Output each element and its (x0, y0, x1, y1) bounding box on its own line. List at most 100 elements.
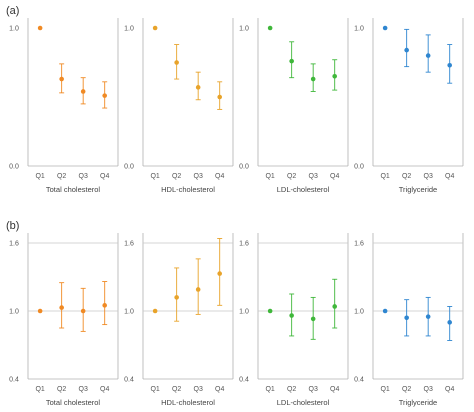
panel-a-1: 0.0 1.0 Q1 Q2 Q3 Q4 Total cholesterol (9, 18, 119, 194)
data-point (425, 314, 431, 319)
data-point (80, 89, 86, 94)
y-tick-label: 1.6 (9, 241, 19, 248)
y-tick-label: 1.0 (239, 26, 249, 33)
x-axis-title: Total cholesterol (46, 398, 101, 407)
y-tick-label: 1.0 (354, 309, 364, 316)
x-tick-label: Q2 (287, 386, 296, 393)
data-point (382, 308, 388, 314)
data-point (289, 313, 294, 318)
x-tick-label: Q4 (215, 386, 224, 393)
data-point (404, 47, 409, 53)
y-tick-label: 1.6 (124, 241, 134, 248)
y-tick-label: 0.4 (124, 377, 134, 384)
x-tick-label: Q3 (424, 173, 433, 180)
data-point (195, 287, 201, 292)
data-point (267, 308, 273, 314)
x-tick-label: Q1 (35, 386, 44, 393)
data-point (447, 320, 452, 325)
x-tick-label: Q1 (35, 173, 44, 180)
data-point (310, 76, 316, 82)
panel-b-4: 0.4 1.0 1.6 Q1 Q2 Q3 Q4 Triglyceride (354, 233, 464, 407)
data-point (80, 308, 86, 314)
data-point (102, 303, 107, 308)
data-point (425, 53, 431, 58)
data-point (37, 308, 43, 314)
x-tick-label: Q3 (79, 173, 88, 180)
y-tick-label: 0.0 (9, 164, 19, 171)
panel-b-1: 0.4 1.0 1.6 Q1 Q2 Q3 Q4 Total cholesterol (9, 233, 119, 407)
y-tick-label: 0.4 (239, 377, 249, 384)
data-point (152, 308, 158, 314)
x-tick-label: Q2 (402, 173, 411, 180)
y-tick-label: 0.4 (9, 377, 19, 384)
data-point (59, 305, 64, 310)
x-tick-label: Q3 (79, 386, 88, 393)
data-point (289, 58, 294, 64)
x-tick-label: Q3 (309, 386, 318, 393)
data-point (174, 60, 179, 65)
data-point (217, 94, 222, 100)
x-axis-title: HDL-cholesterol (161, 398, 215, 407)
x-tick-label: Q4 (445, 386, 454, 393)
x-axis-title: LDL-cholesterol (277, 185, 330, 194)
x-tick-label: Q1 (150, 173, 159, 180)
x-tick-label: Q2 (287, 173, 296, 180)
y-tick-label: 0.0 (239, 164, 249, 171)
panel-a-4: 0.0 1.0 Q1 Q2 Q3 Q4 Triglyceride (354, 18, 464, 194)
data-point (37, 25, 43, 31)
x-axis-title: Total cholesterol (46, 185, 101, 194)
x-tick-label: Q2 (402, 386, 411, 393)
x-tick-label: Q4 (215, 173, 224, 180)
x-tick-label: Q1 (265, 173, 274, 180)
x-axis-title: Triglyceride (399, 398, 437, 407)
x-axis-title: HDL-cholesterol (161, 185, 215, 194)
y-tick-label: 1.0 (239, 309, 249, 316)
x-tick-label: Q1 (380, 386, 389, 393)
y-tick-label: 0.0 (354, 164, 364, 171)
x-tick-label: Q2 (172, 386, 181, 393)
data-point (217, 271, 222, 276)
plot-panels: 0.0 1.0 Q1 Q2 Q3 Q4 Total cholesterol 0.0 1.0 Q1 Q… (9, 18, 464, 407)
x-tick-label: Q1 (265, 386, 274, 393)
x-tick-label: Q2 (57, 386, 66, 393)
y-tick-label: 1.0 (354, 26, 364, 33)
y-tick-label: 1.0 (124, 309, 134, 316)
x-tick-label: Q2 (57, 173, 66, 180)
data-point (267, 25, 273, 31)
x-tick-label: Q2 (172, 173, 181, 180)
y-tick-label: 1.0 (9, 26, 19, 33)
row-label-b: (b) (6, 220, 19, 232)
x-tick-label: Q3 (309, 173, 318, 180)
x-tick-label: Q3 (194, 173, 203, 180)
x-tick-label: Q4 (100, 173, 109, 180)
data-point (332, 74, 337, 79)
x-axis-title: Triglyceride (399, 185, 437, 194)
y-tick-label: 1.6 (239, 241, 249, 248)
y-tick-label: 0.0 (124, 164, 134, 171)
row-label-a: (a) (6, 5, 19, 17)
data-point (59, 76, 64, 82)
y-tick-label: 1.0 (124, 26, 134, 33)
data-point (447, 62, 452, 68)
y-tick-label: 1.0 (9, 309, 19, 316)
data-point (404, 315, 409, 321)
y-tick-label: 1.6 (354, 241, 364, 248)
data-point (310, 316, 316, 322)
data-point (195, 85, 201, 90)
data-point (102, 93, 107, 98)
x-tick-label: Q3 (194, 386, 203, 393)
data-point (152, 25, 158, 31)
x-tick-label: Q3 (424, 386, 433, 393)
data-point (332, 304, 337, 309)
x-tick-label: Q4 (445, 173, 454, 180)
data-point (174, 295, 179, 300)
x-axis-title: LDL-cholesterol (277, 398, 330, 407)
x-tick-label: Q1 (380, 173, 389, 180)
x-tick-label: Q4 (330, 386, 339, 393)
y-tick-label: 0.4 (354, 377, 364, 384)
